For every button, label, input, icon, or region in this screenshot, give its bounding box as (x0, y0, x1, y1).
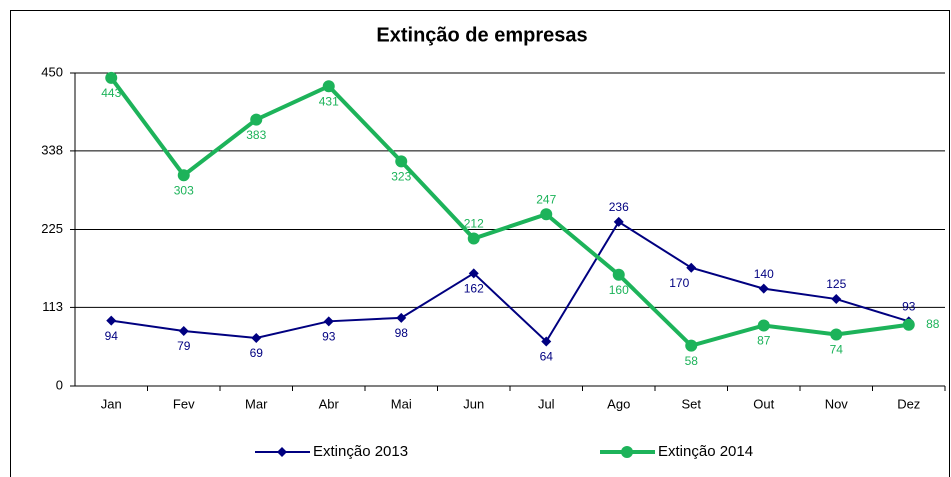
series-line (111, 220, 910, 344)
marker (902, 318, 915, 331)
marker (250, 113, 263, 126)
y-tick-label: 338 (41, 142, 63, 157)
data-label: 94 (105, 329, 119, 343)
marker (106, 315, 117, 326)
data-label: 443 (101, 86, 121, 100)
marker (251, 333, 262, 344)
data-label: 212 (464, 217, 484, 231)
marker (757, 319, 770, 332)
data-label: 98 (395, 326, 409, 340)
data-label: 93 (322, 329, 336, 343)
y-tick-label: 225 (41, 221, 63, 236)
chart-frame (10, 10, 950, 477)
x-tick-label: Ago (607, 396, 630, 411)
y-tick-label: 0 (56, 377, 63, 392)
legend-label: Extinção 2013 (313, 443, 408, 460)
marker (612, 268, 625, 281)
marker (830, 328, 843, 341)
data-label: 247 (536, 192, 556, 206)
data-label: 383 (246, 128, 266, 142)
data-label: 58 (685, 354, 699, 368)
legend-marker (621, 446, 633, 458)
x-tick-label: Out (753, 396, 774, 411)
data-label: 74 (830, 343, 844, 357)
x-tick-label: Set (681, 396, 701, 411)
marker (468, 268, 479, 279)
x-tick-label: Mar (245, 396, 268, 411)
data-label: 125 (826, 277, 846, 291)
legend-marker (277, 447, 287, 457)
marker (105, 71, 118, 84)
data-label: 431 (319, 94, 339, 108)
marker (322, 80, 335, 93)
data-label: 69 (250, 346, 264, 360)
x-tick-label: Mai (391, 396, 412, 411)
marker (395, 155, 408, 168)
data-label: 323 (391, 170, 411, 184)
data-label: 140 (754, 267, 774, 281)
marker (396, 312, 407, 323)
data-label: 88 (926, 317, 940, 331)
y-tick-label: 450 (41, 64, 63, 79)
x-tick-label: Nov (825, 396, 849, 411)
data-label: 236 (609, 200, 629, 214)
x-tick-label: Abr (319, 396, 340, 411)
x-tick-label: Jan (101, 396, 122, 411)
series-line (109, 76, 910, 348)
marker (613, 216, 624, 227)
marker (758, 283, 769, 294)
chart-title: Extinção de empresas (376, 24, 587, 46)
data-label: 160 (609, 283, 629, 297)
data-label: 303 (174, 183, 194, 197)
x-tick-label: Jul (538, 396, 555, 411)
x-tick-label: Dez (897, 396, 920, 411)
legend-label: Extinção 2014 (658, 443, 753, 460)
marker (467, 232, 480, 245)
marker (178, 326, 189, 337)
data-label: 79 (177, 339, 191, 353)
data-label: 87 (757, 334, 771, 348)
y-tick-label: 113 (42, 299, 63, 314)
marker (541, 336, 552, 347)
marker (540, 208, 553, 221)
data-label: 64 (540, 350, 554, 364)
marker (177, 169, 190, 182)
marker (685, 339, 698, 352)
x-tick-label: Fev (173, 396, 195, 411)
data-label: 93 (902, 299, 916, 313)
marker (323, 316, 334, 327)
data-label: 162 (464, 281, 484, 295)
x-tick-label: Jun (463, 396, 484, 411)
data-label: 170 (669, 276, 689, 290)
marker (686, 262, 697, 273)
marker (831, 294, 842, 305)
